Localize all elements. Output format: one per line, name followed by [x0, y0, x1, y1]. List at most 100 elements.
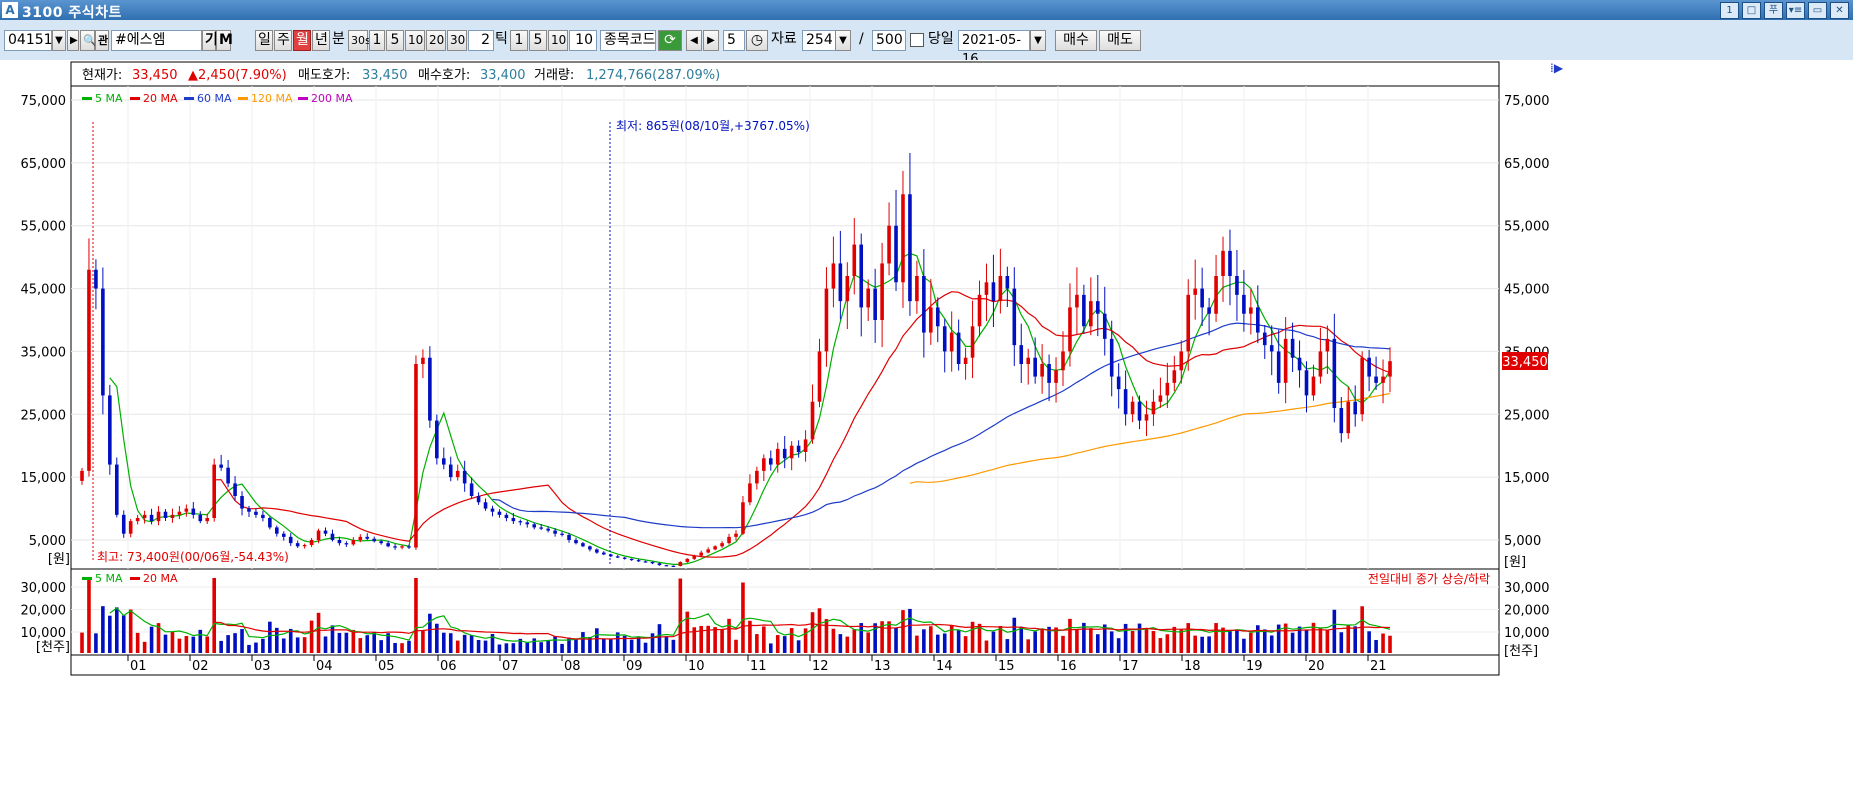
volume-bar: [560, 643, 564, 653]
volume-bar: [546, 640, 550, 653]
minute-30-button[interactable]: 30: [447, 30, 467, 51]
period-week-button[interactable]: 주: [274, 30, 292, 51]
tick-custom-input[interactable]: 10: [569, 30, 597, 51]
step-input[interactable]: 5: [723, 30, 745, 51]
price-tick: 65,000: [21, 157, 67, 172]
tick-1-button[interactable]: 1: [510, 30, 528, 51]
volume-bar: [1262, 629, 1267, 653]
timer-icon[interactable]: ◷: [746, 30, 768, 51]
candle-body: [741, 502, 745, 534]
volume-bar: [525, 642, 530, 653]
volume-bar: [1193, 635, 1197, 653]
data-count-dropdown-icon[interactable]: ▼: [835, 30, 851, 51]
date-select[interactable]: 2021-05-16: [958, 30, 1030, 67]
volume-bar: [1367, 631, 1371, 653]
settings-icon[interactable]: ⁞▶: [1550, 61, 1564, 75]
volume-bar: [1339, 632, 1344, 653]
volume-bar: [915, 635, 919, 653]
code-field[interactable]: 종목코드: [600, 30, 656, 51]
volume-bar: [984, 640, 989, 653]
volume-bar: [595, 628, 599, 653]
candle-body: [247, 508, 251, 512]
candle-body: [421, 357, 425, 364]
volume-bar: [768, 643, 773, 653]
buy-button[interactable]: 매수: [1055, 30, 1097, 51]
maximize-button[interactable]: ▭: [1808, 2, 1827, 19]
volume-bar: [393, 643, 397, 653]
candle-body: [448, 464, 453, 478]
data-max-input[interactable]: 500: [872, 30, 906, 51]
current-price-badge-bg: [1502, 352, 1548, 370]
tick-5-button[interactable]: 5: [529, 30, 547, 51]
candle-body: [1297, 357, 1302, 371]
candle-body: [908, 194, 912, 302]
candle-body: [1054, 370, 1058, 383]
stock-chart[interactable]: 현재가: 33,450 ▲2,450(7.90%) 매도호가: 33,450 매…: [0, 60, 1853, 803]
volume-bar: [94, 633, 98, 653]
window-controls: 1 □ 푸 ▾≡ ▭ ✕: [1720, 2, 1849, 19]
period-day-button[interactable]: 일: [255, 30, 273, 51]
minute-5-button[interactable]: 5: [386, 30, 404, 51]
candle-body: [775, 448, 780, 465]
candle-body: [650, 562, 655, 564]
volume-bar: [866, 632, 870, 653]
volume-bar: [309, 620, 314, 653]
volume-bar: [365, 635, 370, 653]
minute-1-button[interactable]: 1: [369, 30, 385, 51]
search-label[interactable]: 관: [95, 30, 109, 51]
candle-body: [337, 540, 342, 544]
current-price-label: 현재가:: [82, 68, 122, 83]
volume-bar: [880, 621, 884, 653]
period-month-button[interactable]: 월: [293, 30, 311, 51]
data-count-select[interactable]: 254: [802, 30, 836, 51]
prev-icon[interactable]: ◀: [686, 30, 702, 51]
volume-bar: [553, 635, 557, 653]
volume-bar: [1283, 623, 1288, 653]
date-dropdown-icon[interactable]: ▼: [1030, 30, 1046, 51]
tick-input[interactable]: 2: [468, 30, 494, 51]
low-annotation: 최저: 865원(08/10월,+3767.05%): [616, 119, 810, 133]
tick-10-button[interactable]: 10: [548, 30, 568, 51]
x-tick-label: 14: [936, 659, 953, 674]
play-icon[interactable]: ▶: [67, 30, 79, 51]
volume-bar: [922, 629, 926, 653]
price-tick: 45,000: [1504, 283, 1550, 298]
gi-button[interactable]: 기: [202, 30, 218, 51]
next-icon[interactable]: ▶: [703, 30, 719, 51]
minute-30s-button[interactable]: 30s: [348, 30, 371, 51]
today-checkbox[interactable]: [910, 33, 924, 47]
candle-body: [323, 530, 328, 534]
candle-body: [1137, 401, 1142, 421]
window-menu-button[interactable]: 1: [1720, 2, 1739, 19]
candle-body: [782, 448, 787, 459]
stock-name-field[interactable]: #에스엠: [111, 30, 202, 51]
volume-bar: [706, 625, 710, 653]
volume-ma-line-5: [109, 607, 1391, 644]
volume-bar: [407, 640, 411, 653]
refresh-icon[interactable]: ⟳: [658, 30, 682, 51]
volume-bar: [810, 612, 815, 653]
pin-button[interactable]: 푸: [1764, 2, 1783, 19]
candle-body: [789, 445, 794, 459]
candle-body: [1332, 338, 1337, 408]
candle-body: [817, 351, 822, 402]
minute-10-button[interactable]: 10: [405, 30, 425, 51]
candle-body: [365, 536, 370, 539]
candle-body: [1269, 345, 1274, 352]
stock-code-input[interactable]: 041510: [4, 30, 61, 51]
volume-legend: 5 MA 20 MA: [82, 572, 178, 585]
minute-20-button[interactable]: 20: [426, 30, 446, 51]
search-icon[interactable]: 🔍: [80, 30, 97, 51]
volume-bar: [1165, 634, 1170, 653]
candle-body: [901, 194, 905, 283]
candle-body: [615, 556, 620, 558]
restore-button[interactable]: □: [1742, 2, 1761, 19]
code-dropdown-icon[interactable]: ▼: [52, 30, 66, 51]
options-button[interactable]: ▾≡: [1786, 2, 1805, 19]
sell-button[interactable]: 매도: [1099, 30, 1141, 51]
m-button[interactable]: M: [216, 30, 233, 51]
close-button[interactable]: ✕: [1830, 2, 1849, 19]
period-year-button[interactable]: 년: [312, 30, 330, 51]
candle-body: [393, 546, 397, 548]
candle-body: [114, 464, 119, 515]
